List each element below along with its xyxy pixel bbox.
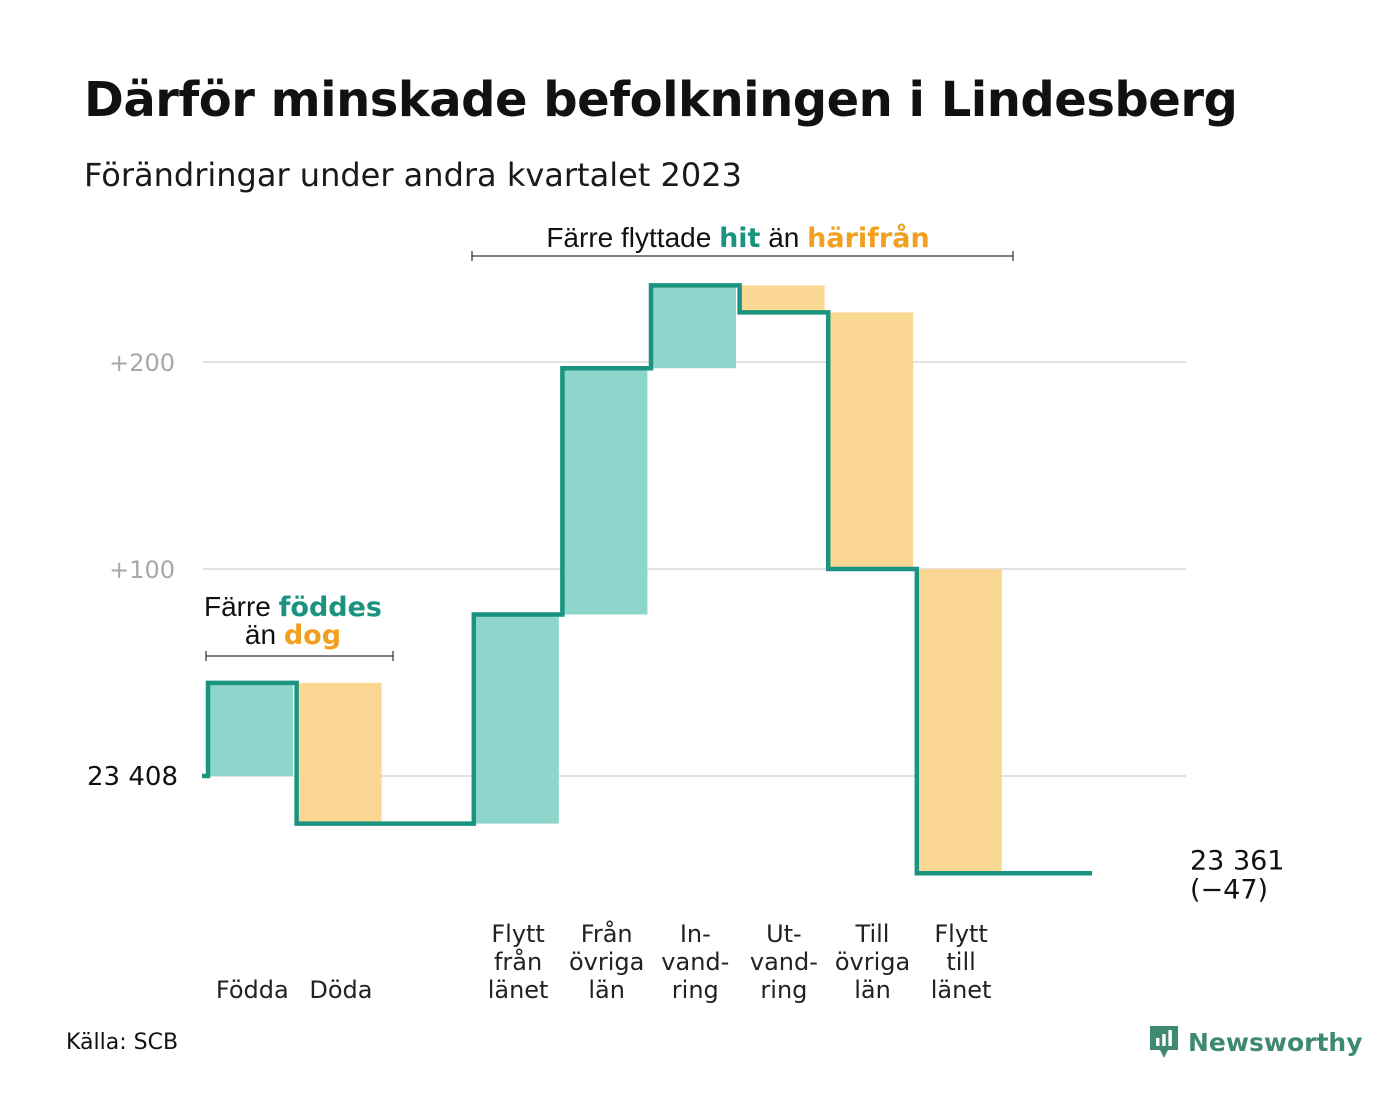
start-value-label: 23 408 — [87, 762, 178, 792]
category-label: Födda — [216, 976, 289, 1004]
births-annotation-negative: dog — [284, 620, 341, 651]
bar — [473, 614, 559, 824]
brand-logo[interactable]: Newsworthy — [1148, 1020, 1363, 1064]
chart-subtitle: Förändringar under andra kvartalet 2023 — [84, 156, 742, 194]
end-value-label: 23 361 — [1190, 845, 1284, 876]
moves-annotation-prefix: Färre flyttade — [546, 222, 719, 253]
moves-bracket — [471, 251, 1014, 261]
cumulative-step-line — [202, 283, 1092, 876]
bar — [208, 682, 293, 776]
births-annotation-line1: Färre föddes — [204, 591, 382, 623]
category-label: Till — [855, 920, 890, 948]
category-label: ring — [760, 976, 807, 1004]
brand-name: Newsworthy — [1188, 1027, 1363, 1057]
moves-annotation: Färre flyttade hit än härifrån — [546, 222, 929, 254]
moves-annotation-positive: hit — [719, 223, 760, 254]
cumulative-line — [202, 283, 1092, 876]
category-label: In- — [680, 920, 711, 948]
newsworthy-logo-icon — [1150, 1026, 1178, 1058]
category-label: övriga — [569, 948, 644, 976]
category-label: vand- — [661, 948, 729, 976]
y-tick-label: +200 — [109, 349, 175, 377]
bar — [916, 569, 1002, 874]
category-label: län — [588, 976, 625, 1004]
bar — [828, 312, 914, 569]
bar — [562, 368, 648, 615]
moves-annotation-negative: härifrån — [807, 222, 930, 254]
category-label: från — [494, 947, 542, 976]
category-label: Döda — [309, 976, 372, 1004]
source-credit: Källa: SCB — [66, 1030, 179, 1055]
births-annotation-connector: än — [245, 619, 284, 650]
category-label: övriga — [835, 948, 910, 976]
category-label: till — [946, 948, 975, 976]
category-label: Flytt — [491, 920, 545, 948]
bar — [296, 682, 382, 824]
category-label: län — [854, 976, 891, 1004]
bar — [739, 285, 825, 313]
births-annotation-line2: än dog — [245, 619, 341, 651]
category-label: ring — [672, 976, 719, 1004]
births-annotation-prefix: Färre — [204, 591, 279, 622]
category-label: Från — [581, 919, 633, 948]
births-bracket — [205, 651, 394, 661]
chart-title: Därför minskade befolkningen i Lindesber… — [84, 72, 1238, 128]
category-label: länet — [931, 976, 992, 1004]
bars — [208, 285, 1002, 874]
category-label: länet — [488, 976, 549, 1004]
category-label: Flytt — [934, 920, 988, 948]
bar — [651, 285, 736, 369]
end-change-label: (−47) — [1190, 874, 1268, 905]
category-label: vand- — [750, 948, 818, 976]
moves-annotation-connector: än — [760, 222, 807, 253]
category-label: Ut- — [766, 920, 802, 948]
births-annotation-positive: föddes — [279, 592, 382, 623]
y-tick-label: +100 — [109, 556, 175, 584]
